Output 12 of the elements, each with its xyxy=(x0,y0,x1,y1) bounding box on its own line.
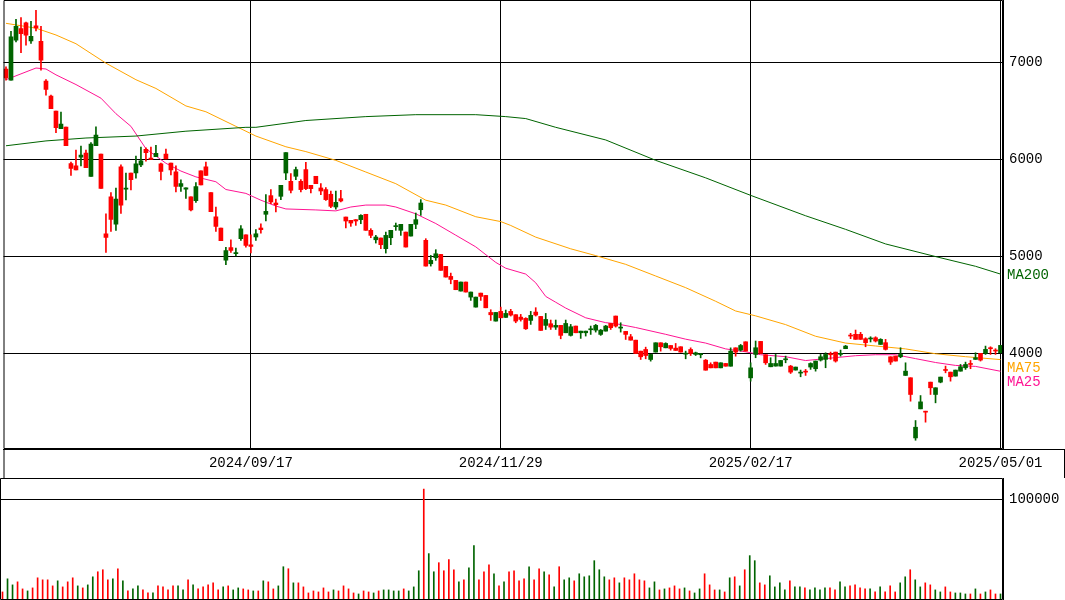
y-tick-label: 7000 xyxy=(1009,53,1043,70)
series-label: MA75 xyxy=(1007,360,1041,377)
x-tick-label: 2024/11/29 xyxy=(458,455,543,472)
y-tick-label: 100000 xyxy=(1009,490,1060,507)
x-tick-label: 2024/09/17 xyxy=(208,455,293,472)
y-tick-label: 5000 xyxy=(1009,248,1043,265)
series-label: MA200 xyxy=(1007,266,1050,283)
x-tick-label: 2025/02/17 xyxy=(708,455,793,472)
y-tick-label: 6000 xyxy=(1009,151,1043,168)
y-tick-label: 4000 xyxy=(1009,345,1043,362)
series-label: MA25 xyxy=(1007,374,1041,391)
x-tick-label: 2025/05/01 xyxy=(958,455,1043,472)
